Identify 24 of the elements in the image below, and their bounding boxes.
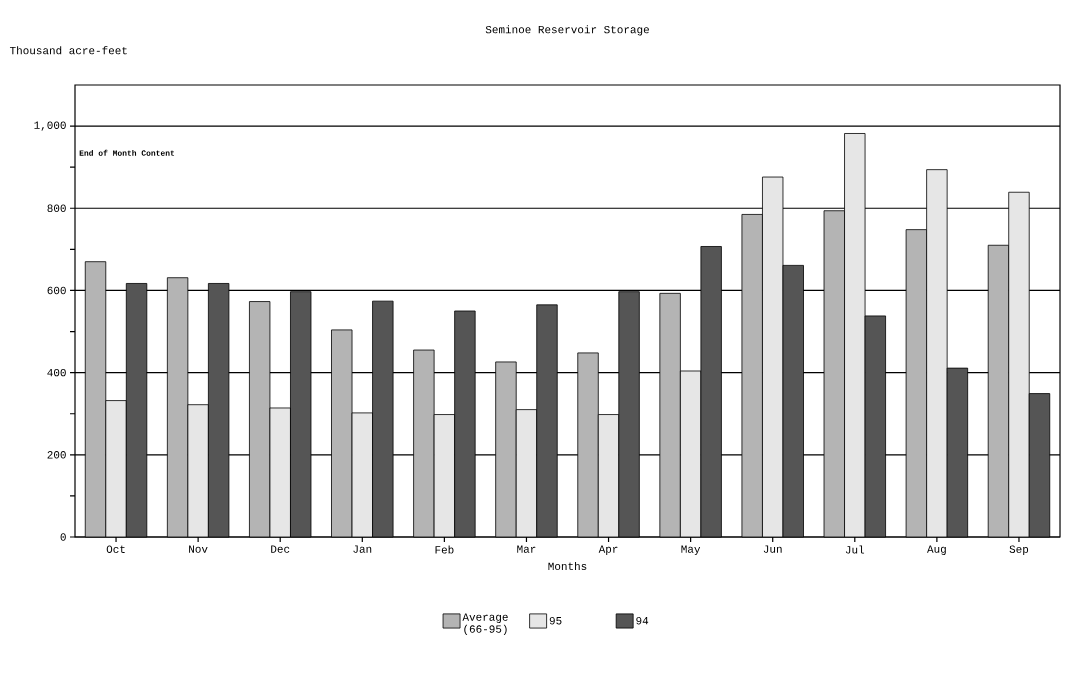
x-tick-label: Jan <box>353 545 372 553</box>
y-tick-label: 200 <box>47 451 66 459</box>
y-tick-label: 0 <box>60 533 66 541</box>
y-tick-label: 1,000 <box>34 121 66 131</box>
x-tick-label: Nov <box>189 545 208 553</box>
x-tick-label: Dec <box>271 545 290 553</box>
legend-label: 95 <box>549 617 562 625</box>
y-tick-label: 400 <box>47 368 66 377</box>
x-tick-label: Aug <box>927 545 946 555</box>
x-tick-label: May <box>681 545 701 555</box>
x-tick-label: Jul <box>845 545 865 554</box>
y-tick-label: 800 <box>47 204 66 212</box>
y-tick-label: 600 <box>47 286 66 295</box>
chart-title: Seminoe Reservoir Storage <box>485 25 649 36</box>
x-tick-label: Jun <box>763 545 782 553</box>
x-tick-label: Sep <box>1009 545 1029 556</box>
x-axis-title: Months <box>548 561 587 570</box>
x-tick-label: Oct <box>106 545 125 553</box>
x-tick-label: Mar <box>517 545 536 553</box>
legend-label: 94 <box>636 617 649 625</box>
x-tick-label: Feb <box>435 545 454 554</box>
legend-label: Average (66-95) <box>462 613 508 635</box>
x-tick-label: Apr <box>598 545 618 555</box>
y-axis-title: Thousand acre-feet <box>9 46 127 55</box>
